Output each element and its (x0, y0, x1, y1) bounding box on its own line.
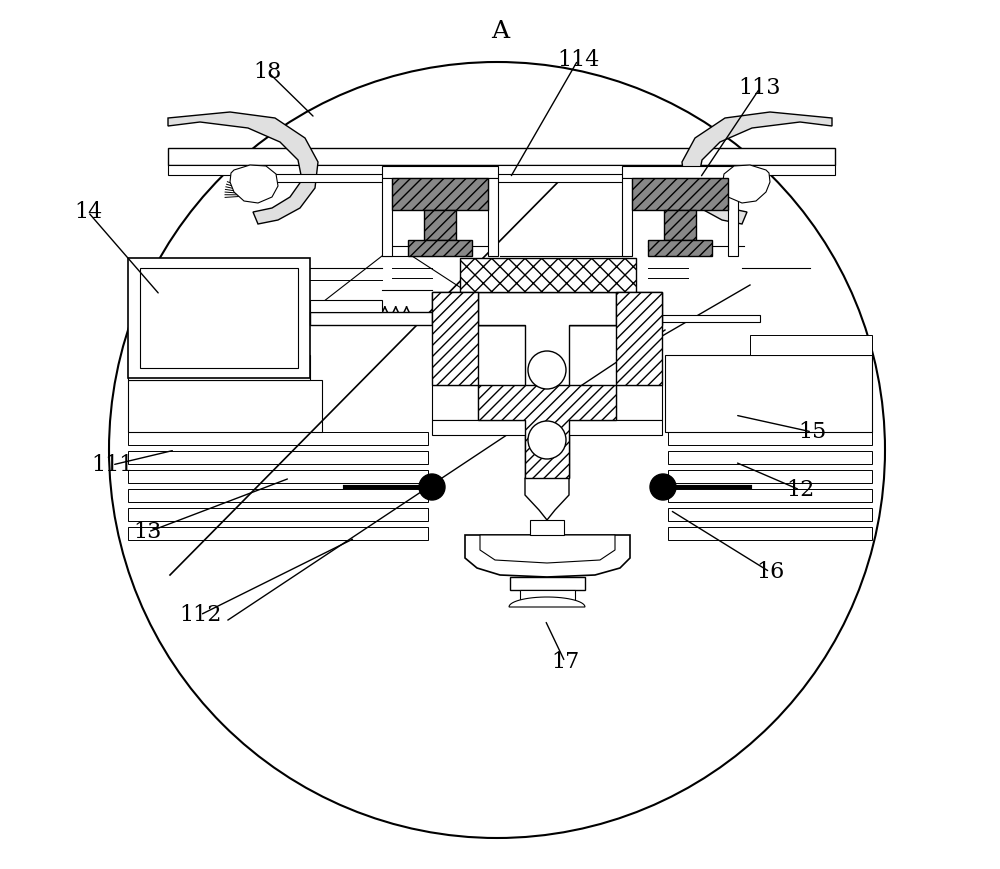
Polygon shape (488, 178, 498, 256)
Polygon shape (310, 300, 382, 312)
Polygon shape (750, 335, 872, 355)
Text: 17: 17 (551, 651, 579, 673)
Polygon shape (392, 178, 488, 210)
Polygon shape (530, 520, 564, 535)
Polygon shape (382, 166, 498, 178)
Polygon shape (128, 527, 428, 540)
Polygon shape (310, 312, 628, 325)
Polygon shape (480, 535, 615, 563)
Polygon shape (728, 178, 738, 256)
Text: 15: 15 (798, 421, 826, 443)
Polygon shape (668, 432, 872, 445)
Circle shape (650, 474, 676, 500)
Polygon shape (128, 432, 428, 445)
Polygon shape (668, 470, 872, 483)
Polygon shape (668, 489, 872, 502)
Polygon shape (622, 166, 738, 178)
Polygon shape (682, 112, 832, 224)
Polygon shape (128, 451, 428, 464)
Text: 13: 13 (134, 521, 162, 543)
Polygon shape (432, 385, 478, 420)
Polygon shape (128, 258, 310, 378)
Polygon shape (408, 240, 472, 256)
Polygon shape (648, 240, 712, 256)
Polygon shape (460, 258, 636, 292)
Polygon shape (128, 489, 428, 502)
Polygon shape (230, 165, 278, 203)
Polygon shape (509, 597, 585, 607)
Polygon shape (478, 385, 616, 478)
Polygon shape (616, 292, 662, 385)
Text: 18: 18 (254, 61, 282, 83)
Circle shape (109, 62, 885, 838)
Circle shape (528, 421, 566, 459)
Polygon shape (432, 292, 478, 385)
Circle shape (419, 474, 445, 500)
Polygon shape (465, 535, 630, 577)
Polygon shape (478, 292, 616, 478)
Text: 113: 113 (739, 77, 781, 99)
Polygon shape (510, 577, 585, 590)
Polygon shape (382, 178, 392, 256)
Polygon shape (525, 478, 569, 520)
Text: 12: 12 (786, 479, 814, 501)
Polygon shape (128, 355, 310, 380)
Polygon shape (168, 148, 835, 165)
Polygon shape (520, 590, 575, 600)
Polygon shape (668, 451, 872, 464)
Polygon shape (168, 112, 318, 224)
Polygon shape (128, 508, 428, 521)
Polygon shape (168, 165, 835, 175)
Text: 111: 111 (91, 454, 133, 476)
Circle shape (528, 351, 566, 389)
Polygon shape (616, 385, 662, 420)
Polygon shape (665, 355, 872, 432)
Text: 14: 14 (74, 201, 102, 223)
Text: A: A (491, 21, 509, 43)
Polygon shape (664, 210, 696, 240)
Polygon shape (628, 315, 760, 322)
Polygon shape (424, 210, 456, 240)
Polygon shape (632, 178, 728, 210)
Polygon shape (668, 508, 872, 521)
Polygon shape (128, 335, 298, 355)
Polygon shape (270, 174, 740, 182)
Polygon shape (622, 178, 632, 256)
Text: 114: 114 (557, 49, 599, 71)
Polygon shape (140, 268, 298, 368)
Text: 16: 16 (756, 561, 784, 583)
Polygon shape (128, 470, 428, 483)
Polygon shape (668, 527, 872, 540)
Polygon shape (722, 165, 770, 203)
Polygon shape (432, 292, 662, 325)
Polygon shape (432, 420, 662, 435)
Polygon shape (128, 380, 322, 432)
Text: 112: 112 (179, 604, 221, 626)
